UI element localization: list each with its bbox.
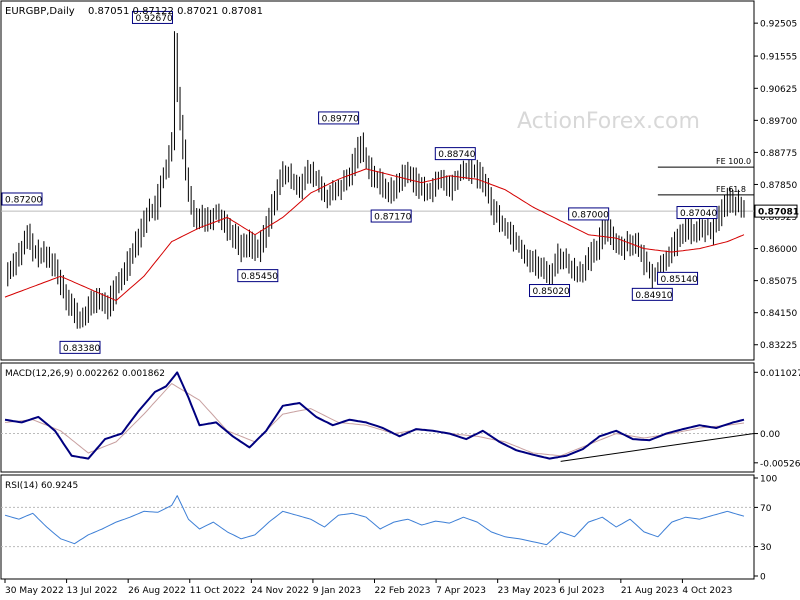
- price-axis-tick-label: 0.89700: [760, 117, 797, 127]
- price-axis-tick-label: 0.83225: [760, 341, 797, 351]
- rsi-line: [4, 495, 745, 546]
- price-label-text: 0.89770: [322, 114, 359, 124]
- price-label-text: 0.85140: [661, 275, 698, 285]
- candle-bars: [7, 31, 745, 329]
- time-tick-label: 9 Jan 2023: [313, 586, 361, 596]
- time-tick-label: 26 Aug 2022: [128, 586, 186, 596]
- fib-level-label: FE 61.8: [716, 185, 746, 194]
- price-label: 0.87170: [370, 209, 412, 223]
- price-label-box: [1, 192, 43, 206]
- macd-axis-tick-label: 0.00: [760, 430, 780, 440]
- price-panel-frame: [0, 0, 755, 361]
- price-label-text: 0.84910: [635, 291, 672, 301]
- price-label: 0.88740: [434, 147, 476, 161]
- price-label: 0.87040: [676, 206, 718, 220]
- price-label-box: [568, 207, 610, 221]
- price-axis-tick-label: 0.84150: [760, 309, 797, 319]
- price-axis-tick-label: 0.92505: [760, 20, 797, 30]
- price-axis-tick-label: 0.86000: [760, 245, 797, 255]
- watermark: ActionForex.com: [517, 109, 700, 134]
- last-price-value: 0.87081: [758, 208, 799, 218]
- rsi-axis-tick-label: 0: [760, 573, 766, 583]
- ohlc-readout: 0.87051 0.87122 0.87021 0.87081: [88, 6, 263, 17]
- price-label-text: 0.83380: [63, 344, 100, 354]
- price-label: 0.84910: [631, 287, 673, 301]
- moving-average-line: [4, 168, 745, 302]
- price-label-text: 0.87170: [374, 213, 411, 223]
- price-label: 0.85020: [529, 284, 571, 298]
- price-axis-tick-label: 0.91555: [760, 53, 797, 63]
- price-label-text: 0.87200: [5, 195, 42, 205]
- price-label: 0.89770: [318, 111, 360, 125]
- time-tick-label: 7 Apr 2023: [436, 586, 486, 596]
- price-panel: FE 100.0 FE 61.8 0.87200 0.92670 0.83380 0.85…: [1, 10, 799, 354]
- rsi-panel-frame: [0, 474, 755, 580]
- macd-trendline: [560, 433, 755, 462]
- price-label-box: [318, 111, 360, 125]
- price-axis-tick-label: 0.86925: [760, 213, 797, 223]
- time-axis: 30 May 2022 13 Jul 2022 26 Aug 2022 11 Oct …: [4, 579, 732, 596]
- price-label-box: [529, 284, 571, 298]
- price-label-box: [631, 287, 673, 301]
- rsi-panel: RSI(14) 60.9245 100 70 30 0: [1, 475, 777, 583]
- price-label-box: [237, 269, 279, 283]
- macd-line: [4, 371, 745, 460]
- time-tick-label: 6 Jul 2023: [559, 586, 604, 596]
- time-tick-label: 22 Feb 2023: [375, 586, 431, 596]
- price-label: 0.85450: [237, 269, 279, 283]
- price-label: 0.92670: [131, 10, 173, 24]
- price-label-box: [676, 206, 718, 220]
- price-label: 0.85140: [657, 271, 699, 285]
- price-label-box: [434, 147, 476, 161]
- time-tick-label: 13 Jul 2022: [67, 586, 118, 596]
- last-price-box: [754, 204, 798, 218]
- price-label-box: [370, 209, 412, 223]
- time-tick-label: 11 Oct 2022: [190, 586, 246, 596]
- price-label-box: [657, 271, 699, 285]
- time-tick-label: 21 Aug 2023: [621, 586, 679, 596]
- time-tick-label: 23 May 2023: [498, 586, 557, 596]
- price-label: 0.87200: [1, 192, 43, 206]
- price-label-text: 0.92670: [135, 14, 172, 24]
- price-label-box: [59, 340, 101, 354]
- macd-panel: MACD(12,26,9) 0.002262 0.001862 0.011027 0…: [1, 369, 800, 469]
- macd-signal-line: [4, 383, 745, 457]
- macd-axis-tick-label: -0.005267: [760, 459, 800, 469]
- macd-panel-frame: [0, 362, 755, 473]
- price-label: 0.83380: [59, 340, 101, 354]
- price-label-text: 0.85020: [533, 287, 570, 297]
- price-label-text: 0.87040: [680, 209, 717, 219]
- symbol-label: EURGBP,Daily: [5, 6, 75, 17]
- price-axis-tick-label: 0.85075: [760, 277, 797, 287]
- time-tick-label: 24 Nov 2022: [251, 586, 309, 596]
- rsi-axis-tick-label: 70: [760, 504, 772, 514]
- time-tick-label: 4 Oct 2023: [682, 586, 732, 596]
- rsi-title: RSI(14) 60.9245: [5, 481, 78, 491]
- rsi-axis-tick-label: 100: [760, 475, 777, 485]
- price-label-text: 0.87000: [572, 210, 609, 220]
- price-axis-tick-label: 0.90625: [760, 85, 797, 95]
- rsi-axis-tick-label: 30: [760, 543, 772, 553]
- time-tick-label: 30 May 2022: [5, 586, 64, 596]
- price-axis-tick-label: 0.87850: [760, 181, 797, 191]
- price-label-text: 0.85450: [241, 272, 278, 282]
- fib-level-label: FE 100.0: [716, 157, 751, 166]
- macd-title: MACD(12,26,9) 0.002262 0.001862: [5, 369, 165, 379]
- price-label-text: 0.88740: [438, 150, 475, 160]
- price-axis-tick-label: 0.88775: [760, 149, 797, 159]
- price-label: 0.87000: [568, 207, 610, 221]
- macd-axis-tick-label: 0.011027: [760, 369, 800, 379]
- price-label-box: [131, 10, 173, 24]
